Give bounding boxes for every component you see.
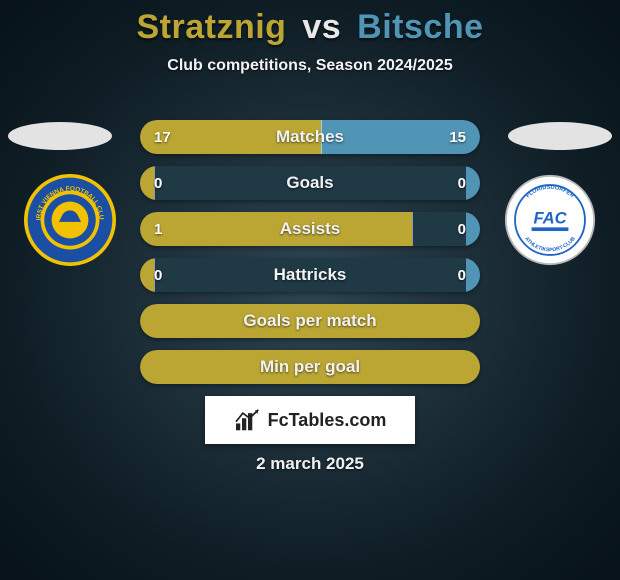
branding-text: FcTables.com	[268, 410, 387, 431]
club-badge-right-icon: FAC FLORIDSDORFER ATHLETIKSPORT-CLUB	[504, 174, 596, 266]
player2-avatar-placeholder	[508, 122, 612, 150]
stat-label: Matches	[140, 120, 480, 154]
stat-row: 00Goals	[140, 166, 480, 200]
subtitle: Club competitions, Season 2024/2025	[0, 57, 620, 75]
club-badge-left-icon: 1894 FIRST VIENNA FOOTBALL CLUB	[24, 174, 116, 266]
comparison-card: Stratznig vs Bitsche Club competitions, …	[0, 0, 620, 580]
date-text: 2 march 2025	[0, 454, 620, 474]
stat-row: 10Assists	[140, 212, 480, 246]
vs-text: vs	[302, 8, 341, 46]
stats-container: 1715Matches 00Goals 10Assists 00Hattricks Go…	[140, 120, 480, 396]
club-badge-left: 1894 FIRST VIENNA FOOTBALL CLUB	[24, 174, 116, 266]
svg-text:1894: 1894	[61, 230, 80, 239]
stat-label: Goals per match	[140, 304, 480, 338]
branding-badge: FcTables.com	[205, 396, 415, 444]
player1-avatar-placeholder	[8, 122, 112, 150]
club-badge-right: FAC FLORIDSDORFER ATHLETIKSPORT-CLUB	[504, 174, 596, 266]
title: Stratznig vs Bitsche	[0, 0, 620, 47]
svg-text:FAC: FAC	[533, 209, 567, 228]
stat-label: Min per goal	[140, 350, 480, 384]
stat-label: Goals	[140, 166, 480, 200]
stat-row: Goals per match	[140, 304, 480, 338]
stat-row: 00Hattricks	[140, 258, 480, 292]
player1-name: Stratznig	[136, 8, 286, 46]
stat-row: 1715Matches	[140, 120, 480, 154]
branding-icon	[234, 408, 262, 432]
player2-name: Bitsche	[357, 8, 483, 46]
stat-label: Assists	[140, 212, 480, 246]
stat-label: Hattricks	[140, 258, 480, 292]
stat-row: Min per goal	[140, 350, 480, 384]
